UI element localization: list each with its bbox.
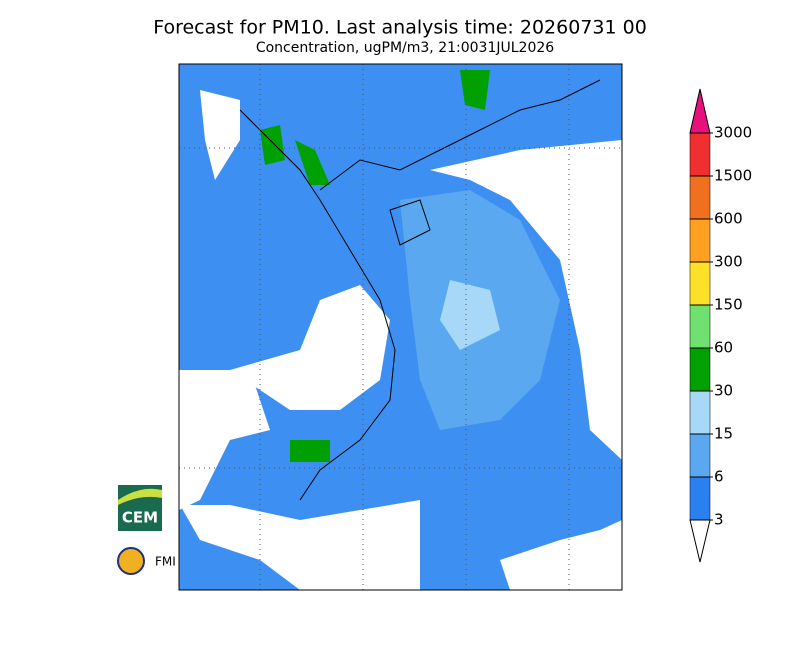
colorbar-label: 150 [714,296,743,314]
colorbar-segment [689,347,711,392]
fmi-label: FMI [155,555,176,569]
colorbar-label: 3 [714,511,724,529]
colorbar-segment [689,304,711,349]
colorbar-label: 30 [714,382,733,400]
cem-logo: CEM [118,485,162,531]
colorbar-label: 600 [714,210,743,228]
colorbar-segment [689,261,711,306]
title: Forecast for PM10. Last analysis time: 2… [153,17,647,39]
colorbar-label: 300 [714,253,743,271]
cem-label: CEM [122,509,158,527]
colorbar: 3 6 15 30 60 150 300 600 1500 3000 [689,88,752,563]
fmi-logo: FMI [117,547,176,575]
colorbar-label: 1500 [714,167,752,185]
colorbar-under [689,519,711,563]
colorbar-segment [689,218,711,263]
colorbar-segment [689,175,711,220]
colorbar-label: 3000 [714,124,752,142]
colorbar-segment [689,476,711,521]
colorbar-segment [689,433,711,478]
colorbar-segment [689,390,711,435]
colorbar-label: 60 [714,339,733,357]
colorbar-label: 15 [714,425,733,443]
subtitle: Concentration, ugPM/m3, 21:0031JUL2026 [256,40,554,56]
colorbar-over [689,88,711,134]
colorbar-label: 6 [714,468,724,486]
colorbar-segment [689,132,711,177]
map [178,63,623,591]
